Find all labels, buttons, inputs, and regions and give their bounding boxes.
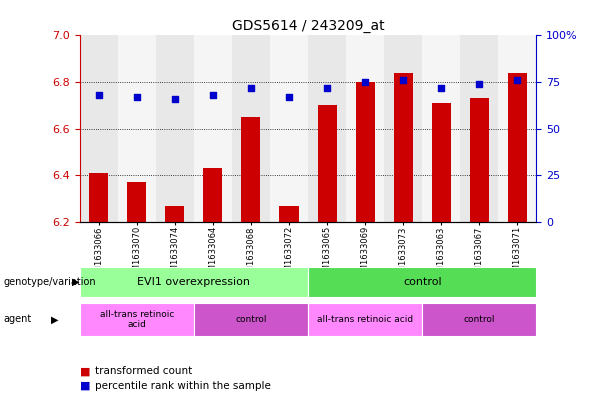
Bar <box>470 98 489 222</box>
Bar <box>89 173 109 222</box>
Bar <box>156 35 194 222</box>
Point <box>170 96 180 102</box>
Text: EVI1 overexpression: EVI1 overexpression <box>137 277 250 287</box>
Bar <box>384 35 422 222</box>
Bar <box>280 206 299 222</box>
Point <box>284 94 294 100</box>
Bar <box>432 103 451 222</box>
Bar <box>118 35 156 222</box>
Text: ■: ■ <box>80 381 90 391</box>
Bar <box>356 82 375 222</box>
Text: control: control <box>463 315 495 324</box>
Bar <box>394 73 413 222</box>
Bar <box>204 168 223 222</box>
Bar <box>508 73 527 222</box>
Bar <box>460 35 498 222</box>
Text: ■: ■ <box>80 366 90 376</box>
Bar <box>128 182 147 222</box>
Text: all-trans retinoic
acid: all-trans retinoic acid <box>99 310 174 329</box>
Point <box>322 84 332 91</box>
Bar <box>318 105 337 222</box>
Point <box>94 92 104 98</box>
Bar <box>194 35 232 222</box>
Text: transformed count: transformed count <box>95 366 192 376</box>
Text: percentile rank within the sample: percentile rank within the sample <box>95 381 271 391</box>
Point <box>246 84 256 91</box>
Bar <box>498 35 536 222</box>
Title: GDS5614 / 243209_at: GDS5614 / 243209_at <box>232 19 384 33</box>
Point <box>208 92 218 98</box>
Text: control: control <box>235 315 267 324</box>
Bar <box>232 35 270 222</box>
Point <box>398 77 408 83</box>
Bar <box>422 35 460 222</box>
Text: control: control <box>403 277 441 287</box>
Bar <box>80 35 118 222</box>
Bar <box>166 206 185 222</box>
Point <box>132 94 142 100</box>
Text: all-trans retinoic acid: all-trans retinoic acid <box>317 315 413 324</box>
Bar <box>270 35 308 222</box>
Bar <box>308 35 346 222</box>
Bar <box>346 35 384 222</box>
Text: ▶: ▶ <box>51 314 58 324</box>
Point <box>512 77 522 83</box>
Text: ▶: ▶ <box>72 277 80 287</box>
Point <box>360 79 370 85</box>
Text: genotype/variation: genotype/variation <box>3 277 96 287</box>
Point <box>474 81 484 87</box>
Text: agent: agent <box>3 314 31 324</box>
Bar <box>242 117 261 222</box>
Point <box>436 84 446 91</box>
